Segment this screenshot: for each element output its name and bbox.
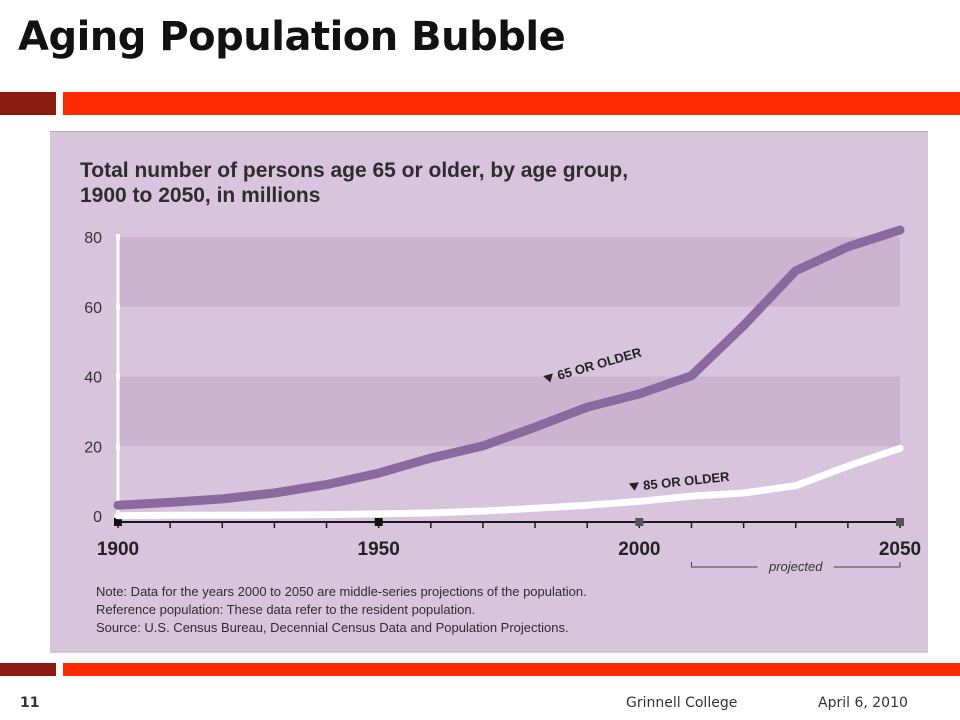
title-rule-left [0,92,56,115]
chart-note-3: Source: U.S. Census Bureau, Decennial Ce… [96,620,569,635]
y-tick-label-40: 40 [84,370,102,387]
footer-date: April 6, 2010 [818,695,908,711]
projected-label: projected [768,559,823,574]
x-tick-1950 [374,518,383,526]
x-tick-label-2050: 2050 [879,539,921,560]
x-tick-1900 [114,518,122,526]
chart-band-1 [118,237,900,307]
y-tick-20 [116,443,120,450]
chart-note-2: Reference population: These data refer t… [96,602,475,617]
y-axis: 0 20 40 60 80 [84,230,120,526]
page-number: 11 [20,695,40,711]
series-line-85-or-older [114,444,904,520]
y-tick-label-0: 0 [93,509,102,526]
series-label-arrow-1 [543,373,553,383]
title-rule-right [63,92,960,115]
x-tick-2000 [635,518,644,526]
series-label-85-or-older: 85 OR OLDER [642,469,730,493]
x-tick-label-1900: 1900 [97,539,139,560]
chart-title-line-1: Total number of persons age 65 or older,… [80,159,628,182]
slide-title: Aging Population Bubble [18,14,566,60]
projected-bracket: projected [690,559,901,574]
y-tick-label-60: 60 [84,300,102,317]
y-tick-60 [116,303,120,310]
chart-title-line-2: 1900 to 2050, in millions [80,184,320,207]
projected-label-bg [757,560,834,574]
series-label-group-2: 85 OR OLDER [628,469,731,493]
series-line-65-or-older [113,225,905,510]
series-label-arrow-2 [628,482,639,491]
x-tick-label-2000: 2000 [618,539,660,560]
footer-rule-right [63,663,960,676]
footer-rule-left [0,663,56,676]
chart-note-1: Note: Data for the years 2000 to 2050 ar… [96,584,587,599]
chart-bands [118,237,900,447]
x-tick-2050 [896,518,904,526]
y-tick-label-20: 20 [84,439,102,456]
population-chart: Total number of persons age 65 or older,… [80,159,921,635]
y-tick-80 [116,234,120,240]
y-tick-40 [116,373,120,380]
footer-organization: Grinnell College [626,695,738,711]
series-layer [113,225,905,520]
x-axis: 1900 1950 2000 2050 [97,518,921,560]
chart-panel: Total number of persons age 65 or older,… [50,131,928,653]
x-tick-label-1950: 1950 [358,539,400,560]
y-tick-label-80: 80 [84,230,102,247]
